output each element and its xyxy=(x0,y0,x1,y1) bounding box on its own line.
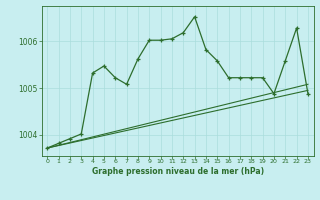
X-axis label: Graphe pression niveau de la mer (hPa): Graphe pression niveau de la mer (hPa) xyxy=(92,167,264,176)
